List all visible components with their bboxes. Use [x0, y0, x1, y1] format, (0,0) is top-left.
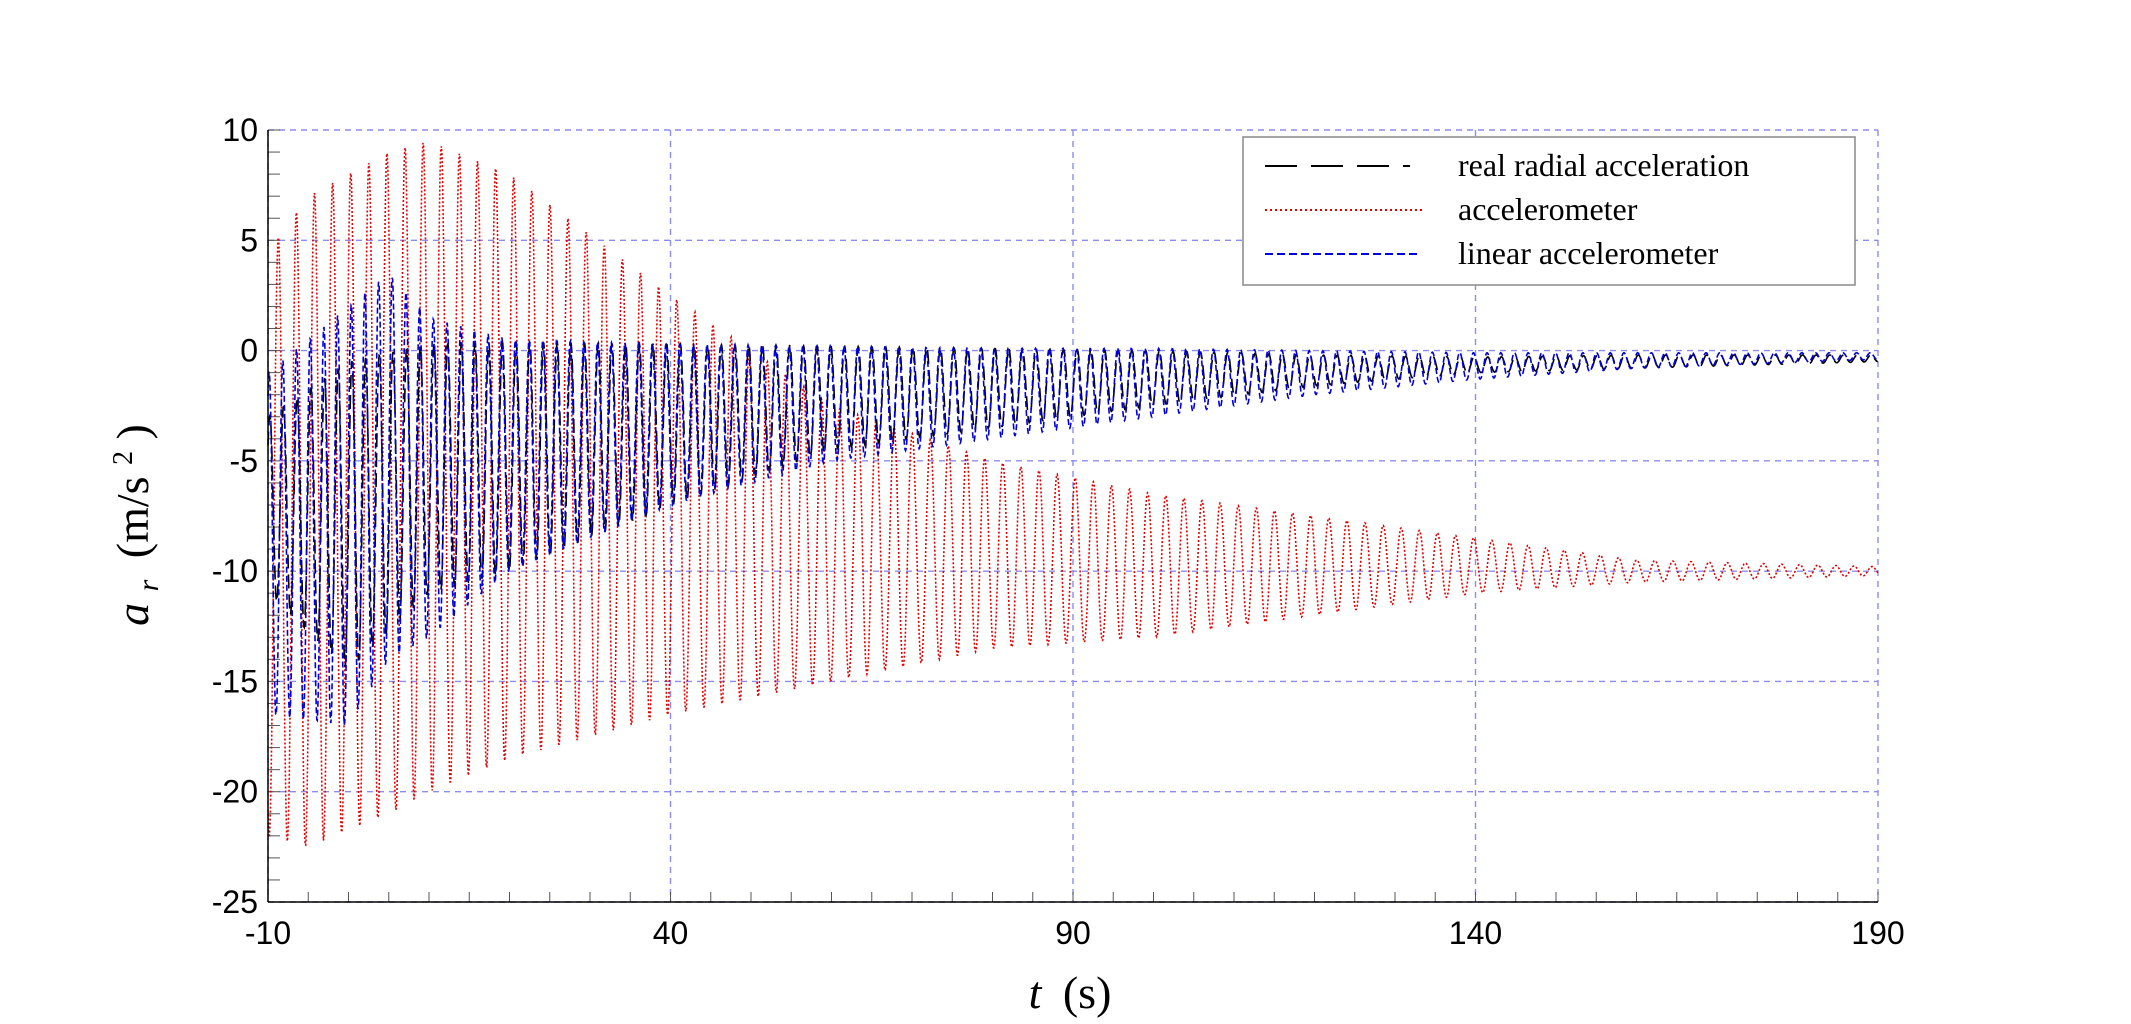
- legend-label-accelerometer: accelerometer: [1458, 191, 1638, 227]
- y-tick-label: 5: [240, 222, 258, 258]
- x-tick-label: 40: [653, 915, 689, 951]
- y-axis-label-sub: r: [132, 579, 165, 591]
- axes: [267, 130, 1878, 903]
- x-axis-label-unit: (s): [1063, 967, 1112, 1018]
- tick-labels: -10 40 90 140 190 10 5 0 -5 -10 -15 -20 -25: [212, 112, 1905, 951]
- x-axis-label-var: t: [1029, 967, 1043, 1018]
- minor-ticks: [267, 129, 1879, 903]
- x-tick-label: 190: [1851, 915, 1904, 951]
- x-tick-label: -10: [245, 915, 291, 951]
- y-axis-label-sup: 2: [108, 451, 139, 465]
- legend: real radial acceleration accelerometer l…: [1242, 136, 1856, 286]
- series-line-accelerometer: [267, 142, 1879, 847]
- y-axis-label-unit: (m/s: [107, 476, 158, 558]
- y-axis-label-close: ): [107, 424, 158, 439]
- y-tick-label: -25: [212, 884, 258, 920]
- series-lines: [267, 142, 1879, 847]
- y-tick-label: 10: [222, 112, 258, 148]
- y-tick-label: -20: [212, 774, 258, 810]
- y-axis-label-var: a: [107, 603, 158, 626]
- y-tick-label: -10: [212, 553, 258, 589]
- x-tick-label: 140: [1449, 915, 1502, 951]
- legend-label-real-radial: real radial acceleration: [1458, 147, 1749, 183]
- y-tick-label: -15: [212, 663, 258, 699]
- y-axis-label: a r (m/s 2 ): [91, 424, 168, 626]
- y-tick-label: 0: [240, 333, 258, 369]
- series-line-linear-accelerometer: [267, 277, 1879, 725]
- y-tick-label: -5: [230, 443, 258, 479]
- x-tick-label: 90: [1055, 915, 1091, 951]
- x-axis-label: t (s): [1029, 967, 1112, 1018]
- legend-label-linear-accelerometer: linear accelerometer: [1458, 235, 1719, 271]
